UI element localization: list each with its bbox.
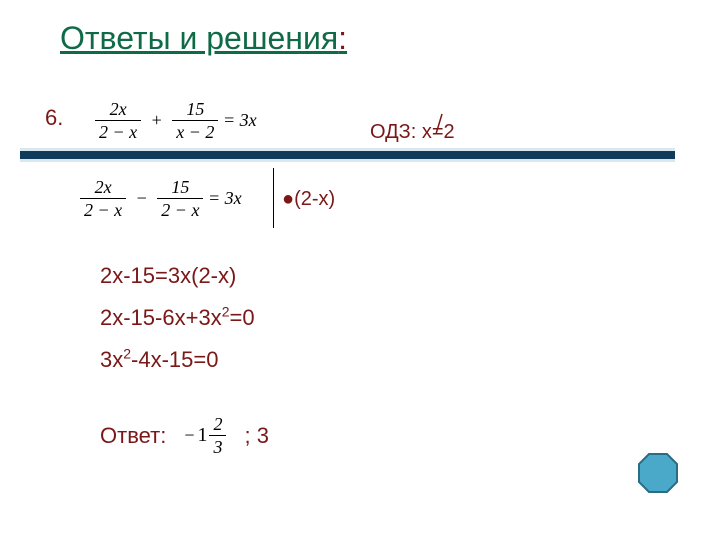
fraction-3: 2x 2 − x xyxy=(80,178,126,219)
frac1-num: 2x xyxy=(95,100,141,121)
answer-mixed-number: − 1 2 3 xyxy=(184,415,226,456)
frac2-num: 15 xyxy=(172,100,218,121)
answer-row: Ответ: − 1 2 3 ; 3 xyxy=(100,415,269,456)
equation-1: 2x 2 − x + 15 x − 2 = 3x xyxy=(95,100,257,141)
title-colon: : xyxy=(338,20,347,56)
op-minus: − xyxy=(131,188,153,209)
page-title: Ответы и решения: xyxy=(60,20,347,57)
frac1-den: 2 − x xyxy=(95,121,141,141)
odz-text: ОДЗ: x=2 xyxy=(370,121,455,144)
fraction-1: 2x 2 − x xyxy=(95,100,141,141)
frac4-num: 15 xyxy=(157,178,203,199)
step-1: 2x-15=3x(2-x) xyxy=(100,255,255,297)
multiply-annotation: ●(2-x) xyxy=(282,188,335,211)
step-2a: 2x-15-6x+3x xyxy=(100,305,222,330)
exp-3a: 2 xyxy=(123,345,131,361)
frac3-den: 2 − x xyxy=(80,199,126,219)
equation-2: 2x 2 − x − 15 2 − x = 3x xyxy=(80,178,242,219)
step-3a: 3x xyxy=(100,347,123,372)
answer-label: Ответ: xyxy=(100,423,166,449)
answer-frac-den: 3 xyxy=(209,436,226,456)
step-2: 2x-15-6x+3x2=0 xyxy=(100,297,255,339)
nav-octagon-icon[interactable] xyxy=(636,451,680,495)
frac3-num: 2x xyxy=(80,178,126,199)
slide: Ответы и решения: 6. 2x 2 − x + 15 x − 2… xyxy=(0,0,720,540)
vertical-divider xyxy=(273,168,274,228)
fraction-4: 15 2 − x xyxy=(157,178,203,219)
answer-fraction: 2 3 xyxy=(209,415,226,456)
divider-bar xyxy=(20,148,675,162)
step-3: 3x2-4x-15=0 xyxy=(100,339,255,381)
answer-frac-num: 2 xyxy=(209,415,226,436)
step-3b: -4x-15=0 xyxy=(131,347,218,372)
answer-whole: 1 xyxy=(197,424,209,447)
solution-steps: 2x-15=3x(2-x) 2x-15-6x+3x2=0 3x2-4x-15=0 xyxy=(100,255,255,380)
problem-number: 6. xyxy=(45,105,63,131)
fraction-2: 15 x − 2 xyxy=(172,100,218,141)
frac2-den: x − 2 xyxy=(172,121,218,141)
answer-rest: ; 3 xyxy=(244,423,268,449)
eq1-rhs: = 3x xyxy=(223,110,257,131)
frac4-den: 2 − x xyxy=(157,199,203,219)
op-plus: + xyxy=(146,110,168,131)
title-text: Ответы и решения xyxy=(60,20,338,56)
eq2-rhs: = 3x xyxy=(208,188,242,209)
step-2b: =0 xyxy=(229,305,254,330)
answer-sign: − xyxy=(184,425,197,446)
